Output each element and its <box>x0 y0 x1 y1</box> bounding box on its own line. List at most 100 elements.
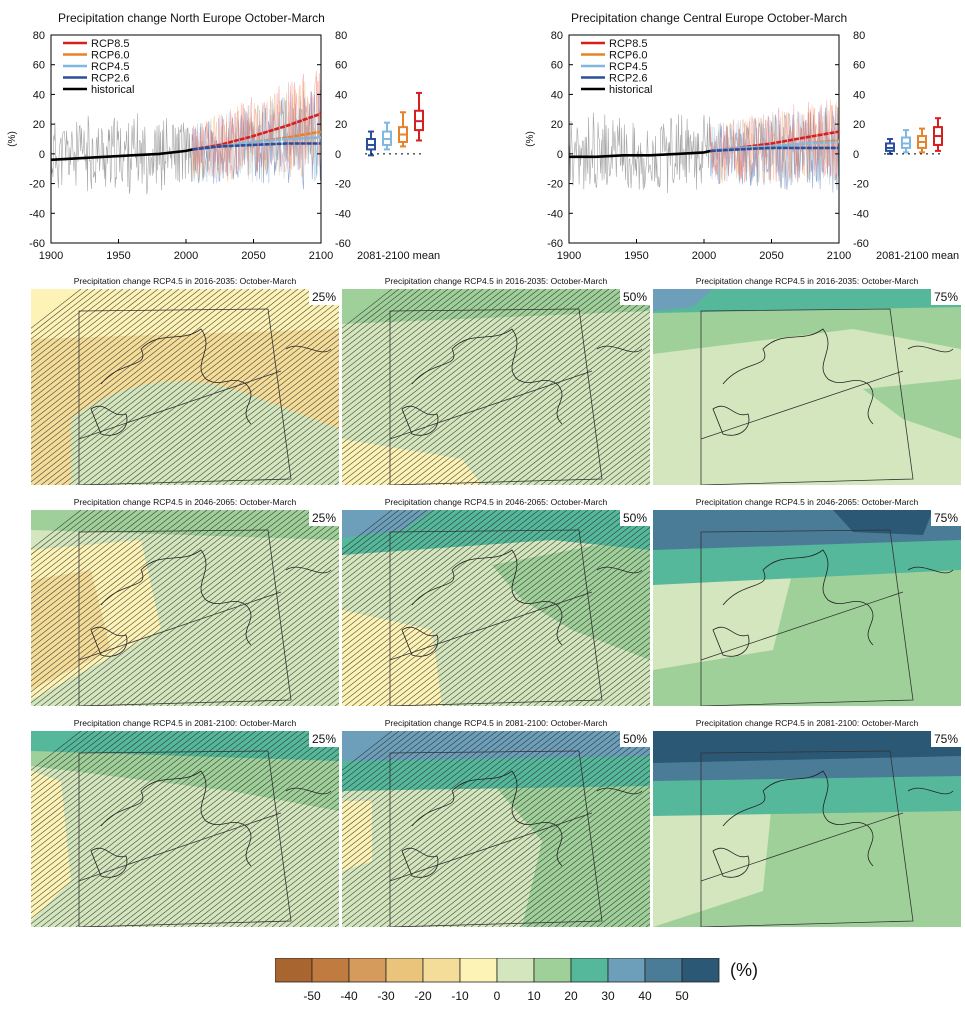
hatch-line <box>342 510 498 632</box>
legend-label: historical <box>609 84 652 96</box>
colorbar-swatch <box>385 958 424 983</box>
hatch-line <box>342 510 421 572</box>
colorbar: -50 -40 -30 -20 -10 0 10 20 30 40 50 <box>275 958 720 1003</box>
hatch-line <box>40 289 292 485</box>
hatch-line <box>31 289 194 417</box>
hatch-line <box>505 592 650 706</box>
legend-label: RCP8.5 <box>91 38 130 50</box>
hatch-line <box>342 289 456 378</box>
ytick-label-left: 60 <box>551 60 563 72</box>
hatch-line <box>31 510 180 627</box>
hatch-line <box>131 543 339 706</box>
hatch-line <box>61 289 313 485</box>
hatch-line <box>31 731 180 848</box>
hatch-line <box>342 510 435 583</box>
hatch-line <box>250 415 339 485</box>
hatch-line <box>449 548 650 706</box>
hatch-line <box>229 399 339 485</box>
ytick-label-left: 40 <box>551 89 563 101</box>
ylabel: (%) <box>7 131 18 147</box>
hatch-line <box>344 510 596 706</box>
hatch-line <box>40 731 292 927</box>
hatch-line <box>342 510 484 621</box>
colorbar-swatch <box>422 958 461 983</box>
hatch-line <box>33 731 285 927</box>
colorbar-swatch <box>275 958 313 983</box>
hatch-line <box>342 510 568 687</box>
hatch-line <box>561 636 650 706</box>
hatch-line <box>421 526 650 706</box>
map-graphic <box>653 510 961 706</box>
hatch-line <box>526 830 650 927</box>
hatch-line <box>342 731 393 771</box>
colorbar-tick: 10 <box>527 989 541 1003</box>
coastline <box>401 770 643 878</box>
hatch-line <box>575 647 650 706</box>
hatch-line <box>31 731 264 914</box>
hatch-line <box>31 510 152 605</box>
hatch-line <box>442 322 650 485</box>
hatch-line <box>222 835 339 927</box>
timeseries-central-title: Precipitation change Central Europe Octo… <box>571 11 848 25</box>
hatch-line <box>31 731 278 925</box>
boxplot-rcp85 <box>933 117 943 152</box>
hatch-line <box>342 731 435 804</box>
hatch-line <box>484 355 650 485</box>
hatch-line <box>477 570 650 706</box>
map-panel: 75% <box>653 731 961 927</box>
hatch-line <box>603 890 650 927</box>
hatch-line <box>292 448 339 485</box>
map-region <box>482 751 650 927</box>
xtick-label: 1950 <box>624 250 648 262</box>
boxplot-rcp60 <box>398 111 408 148</box>
hatch-line <box>31 289 138 373</box>
hatch-line <box>407 294 650 485</box>
map-graphic <box>342 510 650 706</box>
hatch-line <box>250 857 339 927</box>
hatch-line <box>31 289 124 362</box>
hatch-line <box>342 731 491 848</box>
hatch-line <box>201 377 339 485</box>
hatch-line <box>236 404 339 485</box>
hatch-line <box>31 510 243 676</box>
hatch-line <box>124 537 339 706</box>
hatch-line <box>519 824 650 927</box>
hatching <box>342 510 650 706</box>
coastline <box>401 328 643 436</box>
hatch-line <box>31 289 215 433</box>
ytick-label-left: 80 <box>551 30 563 42</box>
ytick-label-right: -20 <box>853 179 869 191</box>
hatch-line <box>31 510 208 649</box>
hatch-line <box>589 658 650 706</box>
hatch-line <box>215 609 339 706</box>
percentile-label: 25% <box>308 289 339 305</box>
map-region <box>342 801 372 871</box>
hatch-line <box>456 775 650 927</box>
hatch-line <box>400 510 650 706</box>
hatch-line <box>159 786 339 927</box>
region-divider <box>78 812 282 882</box>
region-outline <box>700 308 914 485</box>
hatch-line <box>138 327 339 485</box>
hatch-line <box>31 289 159 389</box>
hatch-line <box>365 510 617 706</box>
hatch-line <box>342 510 407 561</box>
hatch-line <box>342 510 547 671</box>
hatch-line <box>379 731 631 927</box>
hatch-line <box>31 510 257 687</box>
boxplot-rcp85 <box>414 91 424 142</box>
xtick-label: 1900 <box>39 250 63 262</box>
hatch-line <box>31 289 110 351</box>
hatch-line <box>31 289 222 439</box>
hatch-line <box>449 769 650 927</box>
hatch-line <box>110 305 339 485</box>
percentile-label: 50% <box>619 510 650 526</box>
hatch-line <box>342 289 484 400</box>
region-divider <box>700 812 904 882</box>
hatch-line <box>47 289 299 485</box>
hatch-line <box>342 510 540 665</box>
hatch-line <box>456 554 650 706</box>
hatch-line <box>89 510 339 706</box>
hatch-line <box>271 653 339 706</box>
